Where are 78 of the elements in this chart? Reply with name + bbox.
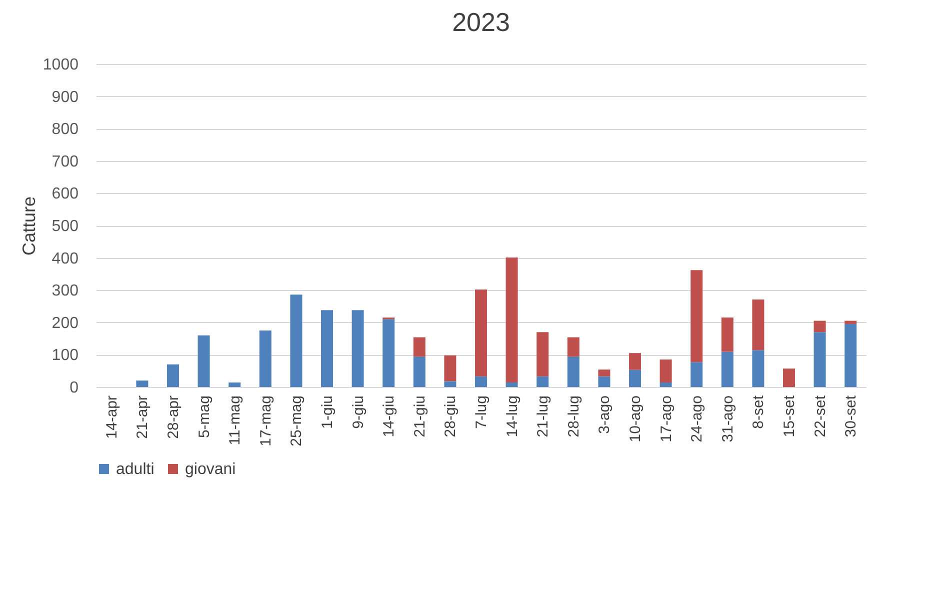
x-tick-label: 1-giu xyxy=(319,396,336,429)
y-tick-label: 900 xyxy=(52,88,79,106)
bar xyxy=(413,337,426,357)
chart-title: 2023 xyxy=(452,7,510,37)
bar xyxy=(567,337,580,357)
x-tick-label: 14-giu xyxy=(380,396,398,438)
x-tick-label: 21-apr xyxy=(134,395,152,439)
bar xyxy=(475,289,487,376)
bar xyxy=(290,294,302,387)
bar xyxy=(660,360,672,382)
bar xyxy=(444,381,456,387)
bar xyxy=(413,356,426,387)
x-tick-label: 5-mag xyxy=(196,396,213,438)
x-tick-label: 28-apr xyxy=(165,395,182,439)
bar xyxy=(567,356,580,387)
bar xyxy=(506,382,518,387)
bar xyxy=(721,318,734,352)
x-tick-label: 24-ago xyxy=(688,396,706,442)
bar xyxy=(198,335,210,387)
bar xyxy=(629,370,641,387)
bar xyxy=(690,270,703,362)
bar xyxy=(629,353,641,370)
bar xyxy=(136,380,148,387)
bar xyxy=(259,330,272,387)
bar xyxy=(536,332,549,376)
x-tick-label: 9-giu xyxy=(350,396,367,429)
x-tick-label: 21-giu xyxy=(411,396,428,438)
x-tick-label: 8-set xyxy=(750,394,768,429)
x-tick-label: 31-ago xyxy=(719,396,736,442)
x-tick-label: 30-set xyxy=(842,394,860,438)
bar xyxy=(228,382,241,387)
y-tick-label: 0 xyxy=(70,380,79,396)
x-tick-label: 22-set xyxy=(812,394,829,438)
y-tick-label: 100 xyxy=(52,347,79,364)
x-tick-label: 25-mag xyxy=(288,396,306,446)
y-tick-label: 500 xyxy=(52,218,79,235)
y-axis-title: Catture xyxy=(18,196,39,256)
y-tick-label: 1000 xyxy=(42,56,79,74)
bar xyxy=(598,370,610,376)
bar xyxy=(844,320,857,324)
bar xyxy=(167,364,179,387)
bar xyxy=(444,355,456,382)
x-tick-label: 28-giu xyxy=(442,396,460,438)
bar xyxy=(814,332,826,387)
x-tick-label: 17-mag xyxy=(257,396,274,446)
y-tick-label: 700 xyxy=(52,153,79,170)
bar xyxy=(382,319,395,387)
x-tick-label: 14-lug xyxy=(504,396,521,438)
bar xyxy=(506,257,518,382)
bar xyxy=(352,310,364,387)
x-tick-label: 10-ago xyxy=(627,396,644,442)
y-tick-label: 200 xyxy=(52,314,79,332)
x-tick-label: 11-mag xyxy=(226,396,244,446)
bar xyxy=(475,376,487,387)
bar xyxy=(321,310,333,387)
x-tick-label: 15-set xyxy=(781,394,798,438)
bar xyxy=(598,376,610,387)
x-tick-label: 3-ago xyxy=(596,396,614,434)
bar xyxy=(752,299,764,350)
bar xyxy=(844,324,857,387)
x-tick-label: 28-lug xyxy=(565,396,582,438)
legend-label: adulti xyxy=(116,461,154,478)
y-tick-label: 300 xyxy=(52,282,79,300)
bar xyxy=(783,368,795,387)
bar xyxy=(721,352,734,387)
y-tick-label: 800 xyxy=(52,121,79,138)
y-tick-label: 600 xyxy=(52,186,79,203)
bar xyxy=(536,376,549,387)
legend-label: giovani xyxy=(185,461,236,478)
y-tick-label: 400 xyxy=(52,250,79,268)
bar xyxy=(752,350,764,387)
x-tick-label: 7-lug xyxy=(473,396,490,429)
bar xyxy=(660,382,672,387)
x-tick-label: 17-ago xyxy=(658,396,675,442)
x-tick-label: 14-apr xyxy=(103,395,120,439)
bar xyxy=(690,362,703,387)
bar xyxy=(814,320,826,332)
x-tick-label: 21-lug xyxy=(534,396,552,438)
